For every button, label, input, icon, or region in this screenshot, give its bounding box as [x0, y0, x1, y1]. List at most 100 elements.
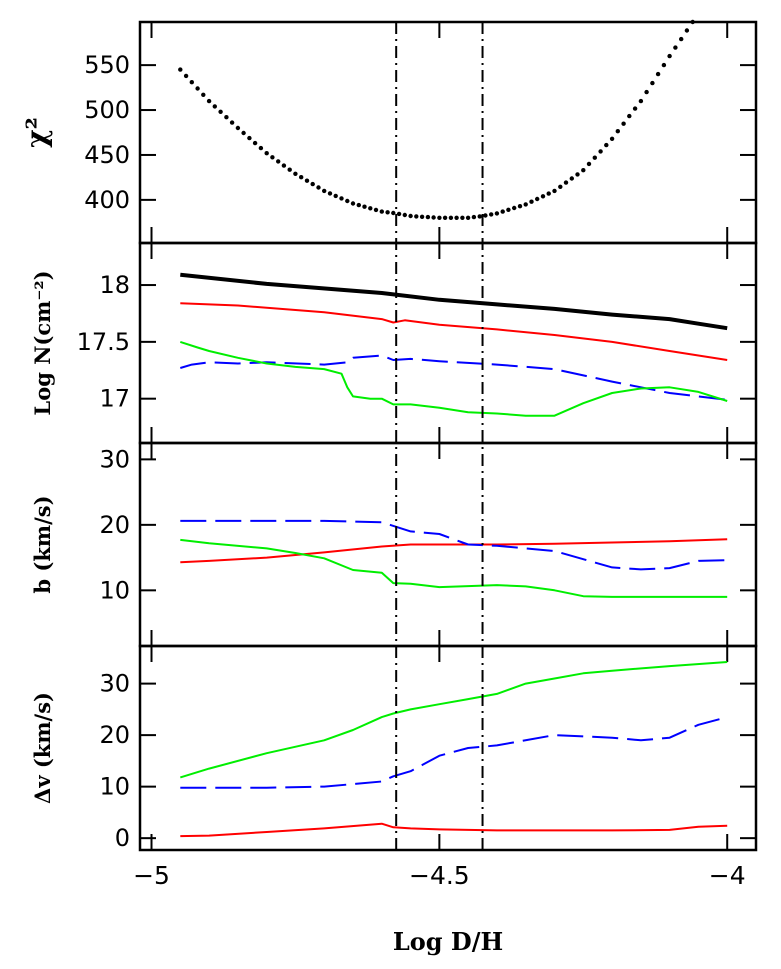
- y-axis-label: Δv (km/s): [30, 692, 55, 804]
- data-point: [512, 205, 517, 211]
- data-point: [690, 19, 695, 25]
- y-tick-label: 400: [84, 186, 130, 214]
- data-point: [581, 168, 586, 173]
- y-tick-label: 450: [84, 141, 130, 169]
- data-point: [270, 155, 275, 160]
- vertical-reference-lines: [395, 22, 484, 850]
- data-point: [396, 211, 402, 217]
- data-point: [218, 109, 223, 115]
- data-point: [661, 62, 667, 68]
- data-point: [293, 171, 298, 176]
- data-point: [679, 36, 684, 42]
- data-point: [442, 215, 448, 220]
- data-point: [523, 202, 528, 207]
- panels-layer: 400 450 500 550 χ² 17 17.5 18 Log N(cm⁻²) 10 20 30 b…: [20, 19, 758, 852]
- series-line-1: [180, 716, 728, 789]
- data-point: [183, 73, 189, 79]
- data-point: [655, 71, 661, 77]
- data-point: [201, 92, 206, 98]
- series-line-2: [180, 354, 728, 401]
- data-point: [189, 80, 194, 85]
- data-point: [621, 121, 626, 126]
- data-point: [264, 151, 269, 156]
- data-point: [281, 163, 287, 168]
- data-point: [546, 191, 551, 196]
- x-axis: −5 −4.5 −4: [133, 861, 746, 890]
- data-point: [517, 204, 523, 209]
- data-point: [650, 80, 655, 86]
- panel-frame: [138, 20, 758, 245]
- data-point: [402, 212, 407, 218]
- y-tick-label: 10: [99, 576, 130, 604]
- data-point: [350, 201, 356, 206]
- data-point: [627, 113, 632, 119]
- data-point: [287, 167, 292, 172]
- data-point: [339, 196, 344, 201]
- data-point: [408, 213, 413, 219]
- data-point: [667, 53, 672, 59]
- panel-frame: [138, 644, 758, 852]
- data-point: [552, 188, 557, 194]
- data-point: [529, 199, 534, 204]
- data-point: [431, 215, 436, 220]
- y-tick-label: 10: [99, 773, 130, 801]
- x-tick-label: −4: [709, 861, 746, 890]
- data-point: [494, 211, 500, 216]
- data-point: [638, 98, 644, 104]
- series-line-2: [180, 661, 728, 779]
- data-point: [258, 145, 264, 151]
- data-point: [425, 214, 431, 220]
- data-point: [212, 104, 217, 109]
- data-point: [448, 215, 454, 220]
- series-line-0: [180, 822, 728, 838]
- data-point: [385, 210, 390, 215]
- data-point: [414, 214, 419, 219]
- y-axis-label: Log N(cm⁻²): [30, 270, 55, 415]
- series-line-2: [180, 538, 728, 598]
- data-point: [356, 202, 361, 208]
- data-point: [454, 215, 459, 220]
- data-point: [592, 155, 597, 160]
- y-tick-label: 20: [99, 511, 130, 539]
- panel-frame: [138, 241, 758, 445]
- y-tick-label: 30: [99, 670, 130, 698]
- series-0-points: [178, 19, 695, 220]
- data-point: [483, 213, 488, 218]
- data-point: [379, 209, 384, 214]
- x-tick-label: −5: [133, 861, 170, 890]
- data-point: [333, 193, 338, 199]
- data-point: [615, 129, 620, 134]
- data-point: [506, 207, 511, 212]
- data-point: [460, 215, 465, 220]
- y-axis-label: b (km/s): [30, 495, 55, 593]
- y-tick-label: 500: [84, 96, 130, 124]
- data-point: [604, 142, 609, 148]
- y-axis-label: χ²: [20, 117, 53, 148]
- data-point: [477, 214, 482, 219]
- data-point: [252, 140, 258, 146]
- data-point: [391, 210, 396, 216]
- data-point: [229, 120, 235, 125]
- data-point: [304, 178, 310, 183]
- y-tick-label: 17: [99, 385, 130, 413]
- series-line-1: [180, 519, 728, 571]
- data-point: [206, 98, 212, 104]
- data-point: [632, 106, 638, 111]
- data-point: [276, 159, 281, 164]
- data-point: [598, 149, 603, 154]
- data-point: [247, 135, 252, 141]
- data-point: [535, 196, 540, 202]
- data-point: [178, 67, 183, 72]
- data-point: [327, 191, 333, 196]
- data-point: [465, 215, 471, 220]
- y-tick-label: 0: [115, 824, 130, 852]
- data-point: [419, 214, 425, 219]
- data-point: [673, 45, 678, 50]
- data-point: [489, 212, 494, 217]
- data-point: [373, 207, 379, 213]
- data-point: [310, 181, 315, 187]
- data-point: [224, 115, 229, 120]
- panel-logN: 17 17.5 18 Log N(cm⁻²): [30, 241, 758, 445]
- data-point: [644, 89, 649, 95]
- data-point: [241, 130, 246, 136]
